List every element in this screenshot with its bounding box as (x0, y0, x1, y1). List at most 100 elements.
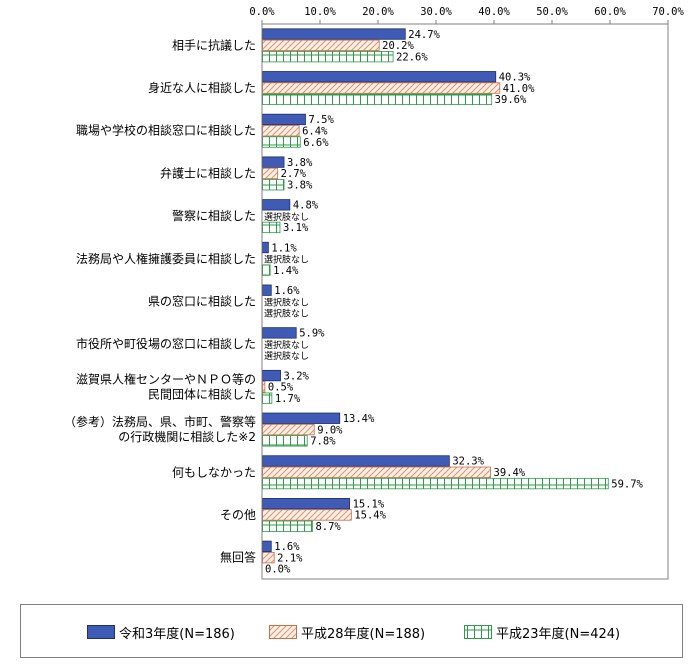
value-label: 15.1% (353, 498, 385, 510)
category-label: 何もしなかった (172, 465, 256, 479)
bar-grid (262, 435, 308, 447)
bar-solid (262, 28, 406, 40)
category-label: 市役所や町役場の窓口に相談した (76, 336, 256, 351)
x-tick-label: 30.0% (420, 6, 452, 18)
value-label: 7.8% (310, 436, 336, 448)
bar-solid (262, 113, 306, 126)
category-label: 相手に抗議した (172, 37, 256, 52)
value-label: 1.1% (271, 242, 297, 254)
bar-grid (262, 136, 301, 148)
category-label: の行政機関に相談した※2 (118, 429, 256, 444)
legend-swatch-hatch (269, 625, 297, 639)
value-label: 3.2% (284, 370, 310, 382)
value-label: 7.5% (309, 114, 335, 126)
value-label: 24.7% (408, 29, 440, 41)
x-tick-label: 60.0% (594, 6, 626, 18)
value-label: 2.1% (277, 552, 303, 564)
value-label: 3.8% (287, 179, 313, 191)
bar-hatch (262, 82, 501, 94)
bar-grid (262, 179, 285, 191)
x-tick-label: 70.0% (652, 6, 684, 18)
bar-solid (262, 156, 285, 168)
x-tick-label: 40.0% (478, 6, 510, 18)
bar-hatch (262, 552, 275, 564)
bar-solid (262, 369, 281, 382)
bar-solid (262, 540, 272, 553)
bar-hatch (262, 381, 266, 393)
category-label: その他 (220, 508, 256, 522)
value-label: 2.7% (281, 168, 307, 180)
category-label: 法務局や人権擁護委員に相談した (76, 251, 256, 266)
plot-frame (261, 23, 669, 580)
value-label: 0.5% (268, 382, 294, 394)
value-label: 3.1% (283, 222, 309, 234)
value-label: 6.4% (302, 125, 328, 137)
legend-label-h23: 平成23年度(N=424) (496, 626, 621, 642)
no-option-label: 選択肢なし (264, 350, 309, 362)
value-label: 40.3% (499, 71, 531, 83)
value-label: 1.6% (274, 541, 300, 553)
value-label: 5.9% (299, 328, 325, 340)
category-label: （参考）法務局、県、市町、警察等 (64, 414, 256, 429)
legend-item-r3: 令和3年度(N=186) (87, 625, 235, 642)
bar-solid (262, 498, 350, 510)
no-option-label: 選択肢なし (264, 296, 309, 308)
bar-hatch (262, 167, 279, 180)
value-label: 0.0% (265, 564, 291, 576)
legend: 令和3年度(N=186) 平成28年度(N=188) 平成23年度(N=424) (20, 604, 683, 658)
x-axis-ticks: 0.0% 10.0% 20.0% 30.0% 40.0% 50.0% 60.0% 70.0% (249, 6, 684, 24)
category-label: 県の窓口に相談した (148, 294, 256, 309)
value-label: 1.7% (275, 393, 301, 405)
legend-swatch-solid (87, 625, 115, 639)
bar-grid (262, 477, 609, 490)
bar-hatch (262, 466, 491, 478)
value-label: 39.4% (494, 467, 526, 479)
category-label: 民間団体に相談した (148, 386, 256, 401)
x-tick-label: 20.0% (362, 6, 394, 18)
value-label: 32.3% (452, 456, 484, 468)
bar-solid (262, 199, 291, 211)
value-label: 15.4% (354, 510, 386, 522)
category-label: 身近な人に相談した (148, 80, 256, 95)
bars (262, 28, 609, 564)
legend-swatch-grid (464, 625, 492, 639)
category-label: 警察に相談した (172, 208, 256, 223)
category-label: 無回答 (220, 550, 256, 565)
value-label: 9.0% (317, 424, 343, 436)
bar-hatch (262, 509, 352, 521)
category-label: 職場や学校の相談窓口に相談した (76, 123, 256, 138)
bar-solid (262, 412, 341, 424)
x-tick-label: 50.0% (536, 6, 568, 18)
bar-grid (262, 264, 271, 276)
legend-label-h28: 平成28年度(N=188) (301, 626, 426, 642)
bar-hatch (262, 125, 300, 137)
bar-grid (262, 50, 394, 63)
category-labels: 相手に抗議した身近な人に相談した職場や学校の相談窓口に相談した弁護士に相談した警… (64, 37, 256, 564)
bar-chart: 0.0% 10.0% 20.0% 30.0% 40.0% 50.0% 60.0% 70.0% … (64, 6, 684, 580)
value-label: 1.4% (273, 265, 299, 277)
bar-grid (262, 221, 281, 234)
bar-solid (262, 71, 497, 83)
value-label: 4.8% (293, 200, 319, 212)
value-label: 3.8% (287, 157, 313, 169)
bar-solid (262, 241, 269, 254)
bar-solid (262, 455, 450, 467)
value-label: 6.6% (303, 137, 329, 149)
value-label: 13.4% (343, 413, 375, 425)
value-label: 41.0% (503, 83, 535, 95)
no-option-label: 選択肢なし (264, 308, 309, 320)
category-label: 滋賀県人権センターやＮＰＯ等の (76, 371, 256, 386)
legend-label-r3: 令和3年度(N=186) (119, 626, 235, 642)
bar-grid (262, 520, 313, 532)
bar-solid (262, 327, 297, 339)
no-option-label: 選択肢なし (264, 339, 309, 351)
value-label: 20.2% (382, 40, 414, 52)
legend-item-h23: 平成23年度(N=424) (464, 625, 621, 642)
bar-hatch (262, 39, 380, 51)
x-tick-label: 10.0% (304, 6, 336, 18)
value-label: 59.7% (611, 478, 643, 490)
value-label: 22.6% (396, 51, 428, 63)
value-labels: 24.7%20.2%22.6% 40.3%41.0%39.6% 7.5%6.4%6.… (264, 29, 644, 576)
value-label: 39.6% (495, 94, 527, 106)
bar-hatch (262, 423, 315, 436)
